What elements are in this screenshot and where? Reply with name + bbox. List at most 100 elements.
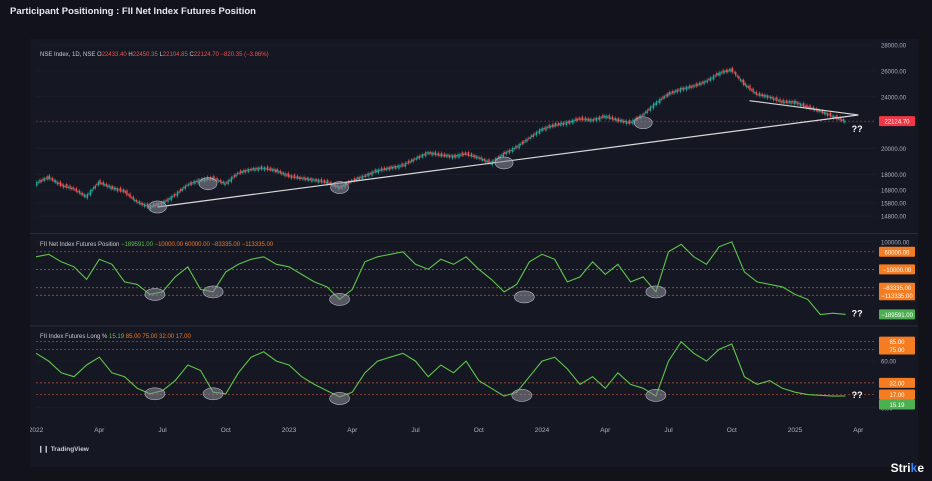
candle-body: [172, 196, 174, 198]
candle-body: [265, 168, 267, 170]
candle-body: [703, 81, 705, 85]
highlight-ellipse: [330, 181, 349, 194]
candle-body: [717, 73, 720, 76]
candle-body: [232, 177, 234, 179]
candle-body: [53, 180, 55, 182]
candle-body: [165, 199, 168, 201]
candle-body: [100, 183, 103, 185]
candle-body: [611, 116, 614, 120]
candle-body: [363, 175, 365, 177]
level-badge: 75.00: [889, 348, 905, 354]
candle-body: [235, 174, 237, 177]
candle-body: [268, 169, 270, 170]
candle-body: [581, 116, 584, 121]
candle-body: [371, 171, 373, 176]
candle-body: [55, 180, 57, 183]
candle-body: [328, 183, 331, 185]
candle-body: [353, 178, 356, 181]
candle-body: [306, 177, 308, 180]
candle-body: [538, 129, 541, 134]
candle-body: [297, 175, 299, 179]
candle-body: [665, 94, 667, 97]
candle-body: [728, 69, 731, 71]
candle-body: [238, 172, 240, 174]
candle-body: [93, 187, 95, 189]
candle-body: [406, 163, 408, 164]
candle-body: [377, 169, 380, 174]
candle-body: [556, 124, 558, 126]
candle-body: [126, 190, 128, 196]
x-tick-label: Apr: [94, 427, 105, 434]
candle-body: [186, 185, 188, 186]
candle-body: [829, 112, 832, 117]
candle-body: [221, 181, 223, 184]
candle-body: [292, 176, 294, 178]
candle-body: [833, 115, 835, 119]
candle-body: [304, 178, 307, 180]
candle-body: [480, 157, 482, 160]
candle-body: [143, 203, 146, 207]
candle-body: [466, 153, 468, 155]
level-badge-bg: [879, 336, 915, 347]
candle-body: [719, 71, 721, 76]
candle-body: [219, 179, 221, 183]
panel-price: 14800.00 15800.00 16800.00 18000.00 20000.00…: [36, 44, 907, 221]
candle-body: [638, 116, 640, 118]
candle-body: [213, 176, 215, 181]
candle-body: [420, 155, 422, 157]
candle-body: [262, 167, 264, 169]
candle-body: [772, 97, 775, 101]
candle-body: [788, 100, 791, 103]
candle-body: [99, 180, 101, 185]
candle-body: [421, 154, 424, 158]
candle-body: [410, 159, 413, 162]
candle-body: [426, 152, 429, 154]
candle-body: [799, 103, 802, 107]
candle-body: [663, 96, 666, 99]
candle-body: [738, 76, 740, 79]
candle-body: [766, 95, 769, 99]
candle-body: [518, 143, 520, 149]
candle-body: [390, 166, 392, 169]
candle-body: [706, 79, 708, 83]
candle-body: [358, 177, 361, 180]
candle-body: [236, 172, 239, 175]
candle-body: [586, 119, 588, 121]
candle-body: [407, 160, 410, 164]
candle-body: [537, 131, 539, 133]
x-tick-label: Oct: [727, 427, 737, 434]
candle-body: [135, 199, 138, 203]
candle-body: [742, 79, 745, 86]
candle-body: [600, 117, 603, 119]
candle-body: [36, 181, 38, 186]
candle-body: [831, 115, 833, 117]
candle-body: [115, 187, 117, 190]
last-value-badge-bg: [879, 399, 915, 410]
candle-body: [191, 182, 193, 185]
highlight-ellipse: [514, 290, 535, 304]
candle-body: [646, 110, 648, 114]
candle-body: [285, 174, 288, 176]
candle-body: [273, 168, 275, 171]
candle-body: [478, 157, 481, 159]
y-tick-label: 26000.00: [881, 69, 907, 75]
candle-body: [414, 158, 416, 160]
candle-body: [793, 100, 795, 105]
level-badge-bg: [879, 264, 915, 275]
highlight-ellipse: [645, 389, 667, 402]
candle-body: [777, 100, 780, 102]
level-badge-bg: [879, 290, 915, 301]
chart-canvas[interactable]: 14800.00 15800.00 16800.00 18000.00 20000.00…: [30, 39, 918, 467]
candle-body: [587, 118, 590, 121]
candle-body: [782, 99, 784, 104]
candle-body: [488, 159, 490, 164]
candle-body: [75, 188, 78, 192]
candle-body: [806, 104, 808, 109]
candle-body: [551, 124, 554, 127]
candle-body: [508, 149, 511, 154]
candle-body: [554, 123, 557, 127]
candle-body: [173, 193, 176, 197]
candle-body: [723, 71, 726, 73]
candle-body: [784, 101, 786, 103]
